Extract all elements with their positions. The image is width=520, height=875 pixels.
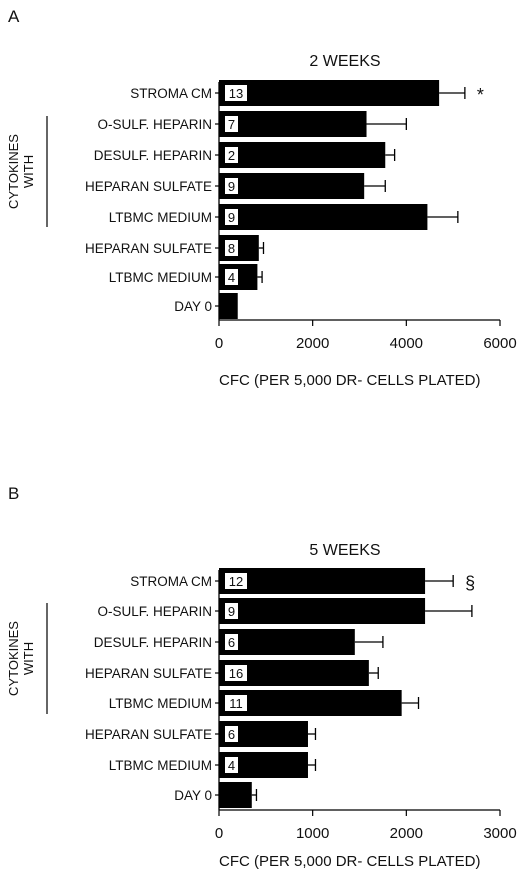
x-tick-label: 0 [215,825,223,842]
bar [219,142,386,168]
x-tick-label: 2000 [390,825,423,842]
category-label: STROMA CM [130,86,212,101]
category-label: DAY 0 [174,299,212,314]
x-tick-label: 2000 [296,335,329,352]
n-label-box [225,209,238,225]
x-tick-label: 1000 [296,825,329,842]
category-label: LTBMC MEDIUM [109,758,212,773]
significance-mark: * [477,85,484,105]
n-label-box [225,726,238,742]
x-axis-label: CFC (PER 5,000 DR- CELLS PLATED) [219,853,480,870]
bar [219,568,426,594]
category-label: HEPARAN SULFATE [85,241,212,256]
bar [219,264,258,290]
category-label: DESULF. HEPARIN [94,635,212,650]
n-label: 6 [228,727,235,742]
category-label: HEPARAN SULFATE [85,727,212,742]
n-label: 11 [229,696,243,711]
significance-mark: § [465,573,475,593]
category-label: HEPARAN SULFATE [85,666,212,681]
bar [219,629,355,655]
x-tick-label: 0 [215,335,223,352]
n-label: 16 [229,666,243,681]
x-tick-label: 4000 [390,335,423,352]
n-label: 6 [228,635,235,650]
bar [219,782,252,808]
bar [219,173,365,199]
chart-title: 5 WEEKS [309,542,380,559]
panel-letter: B [8,484,19,503]
category-label: O-SULF. HEPARIN [97,117,212,132]
n-label: 8 [228,241,235,256]
n-label-box [225,178,238,194]
x-axis-label: CFC (PER 5,000 DR- CELLS PLATED) [219,372,480,389]
n-label-box [225,269,238,285]
bar [219,204,428,230]
x-tick-label: 3000 [483,825,516,842]
category-label: DESULF. HEPARIN [94,148,212,163]
bar [219,293,238,319]
chart-title: 2 WEEKS [309,53,380,70]
n-label-box [225,116,238,132]
category-label: HEPARAN SULFATE [85,179,212,194]
n-label: 12 [229,574,243,589]
n-label-box [225,634,238,650]
x-tick-label: 6000 [483,335,516,352]
n-label-box [225,147,238,163]
chart-panel-a: A 2 WEEKS 0 2000 4000 6000 CFC (PER 5,000 DR- … [6,7,517,389]
n-label-box [225,85,247,101]
n-label-box [225,240,238,256]
category-label: DAY 0 [174,788,212,803]
category-label: O-SULF. HEPARIN [97,604,212,619]
bar [219,111,367,137]
n-label-box [225,695,247,711]
n-label-box [225,665,247,681]
n-label: 13 [229,86,243,101]
n-label: 9 [228,179,235,194]
category-label: LTBMC MEDIUM [109,210,212,225]
n-label: 9 [228,210,235,225]
n-label-box [225,573,247,589]
category-label: LTBMC MEDIUM [109,270,212,285]
n-label: 7 [228,117,235,132]
n-label: 9 [228,604,235,619]
n-label-box [225,603,238,619]
n-label: 4 [228,270,235,285]
bar [219,235,259,261]
bar [219,690,402,716]
panel-letter: A [8,7,20,26]
n-label: 4 [228,758,235,773]
category-label: STROMA CM [130,574,212,589]
group-label: CYTOKINESWITH [6,621,36,696]
bar [219,598,426,624]
n-label: 2 [228,148,235,163]
group-label: CYTOKINESWITH [6,134,36,209]
n-label-box [225,757,238,773]
category-label: LTBMC MEDIUM [109,696,212,711]
bar [219,80,440,106]
